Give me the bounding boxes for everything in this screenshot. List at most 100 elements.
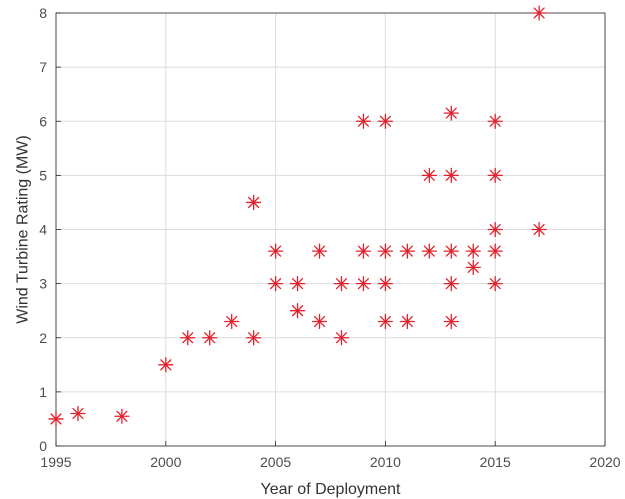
- marker-stroke: [116, 410, 128, 422]
- marker-stroke: [248, 196, 260, 209]
- y-tick-label: 4: [39, 222, 47, 238]
- marker-stroke: [270, 278, 282, 290]
- data-point-marker: [48, 411, 64, 427]
- x-tick-label: 2005: [260, 454, 291, 470]
- marker-stroke: [357, 115, 370, 127]
- y-tick-label: 5: [39, 167, 47, 183]
- marker-stroke: [72, 407, 84, 420]
- marker-stroke: [445, 169, 457, 181]
- data-point-marker: [377, 113, 394, 129]
- data-point-marker: [202, 330, 218, 346]
- marker-stroke: [335, 332, 348, 344]
- data-point-marker: [377, 275, 394, 292]
- marker-stroke: [357, 245, 370, 257]
- data-point-marker: [355, 113, 372, 129]
- data-point-marker: [487, 221, 503, 238]
- marker-stroke: [489, 245, 501, 257]
- marker-stroke: [445, 278, 457, 290]
- data-point-marker: [311, 243, 328, 259]
- data-point-marker: [487, 275, 503, 292]
- marker-stroke: [423, 169, 435, 181]
- data-point-marker: [333, 330, 350, 346]
- data-point-marker: [487, 113, 503, 129]
- marker-stroke: [445, 245, 457, 257]
- data-point-marker: [421, 243, 437, 259]
- data-point-marker: [443, 313, 459, 330]
- data-point-marker: [531, 5, 547, 21]
- marker-stroke: [379, 115, 391, 127]
- data-point-marker: [245, 194, 262, 211]
- data-point-marker: [224, 313, 240, 330]
- x-axis: 1995 2000 2005 2010 2015 2020: [40, 441, 621, 470]
- data-point-marker: [377, 243, 394, 259]
- marker-stroke: [379, 278, 391, 290]
- marker-stroke: [533, 223, 545, 236]
- marker-stroke: [445, 107, 457, 119]
- x-tick-label: 2000: [150, 454, 181, 470]
- data-point-marker: [355, 243, 372, 259]
- data-point-marker: [180, 330, 196, 346]
- grid-lines: [55, 12, 606, 447]
- data-point-marker: [465, 243, 481, 259]
- marker-stroke: [160, 359, 172, 371]
- y-tick-label: 0: [39, 438, 47, 454]
- marker-stroke: [313, 245, 326, 257]
- y-axis: 0 1 2 3 4 5 6 7 8: [39, 5, 61, 454]
- marker-stroke: [248, 332, 260, 344]
- data-point-marker: [443, 105, 459, 121]
- y-tick-label: 6: [39, 113, 47, 129]
- data-point-marker: [267, 243, 284, 259]
- marker-stroke: [182, 332, 194, 344]
- marker-stroke: [50, 413, 62, 425]
- marker-stroke: [291, 305, 304, 317]
- y-tick-label: 3: [39, 276, 47, 292]
- data-point-marker: [487, 243, 503, 259]
- y-tick-label: 7: [39, 59, 47, 75]
- data-point-marker: [158, 357, 174, 373]
- data-point-marker: [289, 275, 306, 292]
- marker-stroke: [313, 315, 326, 328]
- y-tick-label: 1: [39, 384, 47, 400]
- marker-stroke: [270, 245, 282, 257]
- marker-stroke: [489, 115, 501, 127]
- marker-stroke: [533, 7, 545, 19]
- data-point-marker: [443, 275, 459, 292]
- data-point-marker: [399, 243, 416, 259]
- marker-stroke: [357, 278, 370, 290]
- data-point-marker: [531, 221, 547, 238]
- marker-stroke: [489, 169, 501, 181]
- marker-stroke: [401, 245, 413, 257]
- data-point-marker: [311, 313, 328, 330]
- marker-stroke: [467, 245, 479, 257]
- marker-stroke: [335, 278, 348, 290]
- marker-stroke: [423, 245, 435, 257]
- marker-stroke: [401, 315, 413, 328]
- y-tick-label: 2: [39, 330, 47, 346]
- data-point-marker: [377, 313, 394, 330]
- x-tick-label: 2015: [480, 454, 511, 470]
- y-tick-label: 8: [39, 5, 47, 21]
- x-axis-label: Year of Deployment: [261, 481, 401, 498]
- data-point-marker: [355, 275, 372, 292]
- data-point-marker: [465, 259, 481, 276]
- data-point-marker: [487, 167, 503, 184]
- data-point-marker: [443, 243, 459, 259]
- x-tick-label: 1995: [40, 454, 71, 470]
- marker-stroke: [379, 315, 391, 328]
- data-points: [48, 5, 547, 427]
- marker-stroke: [291, 278, 304, 290]
- marker-stroke: [489, 223, 501, 236]
- y-axis-label: Wind Turbine Rating (MW): [15, 135, 32, 324]
- x-tick-label: 2010: [370, 454, 401, 470]
- data-point-marker: [267, 275, 284, 292]
- data-point-marker: [289, 303, 306, 319]
- data-point-marker: [443, 167, 459, 184]
- marker-stroke: [204, 332, 216, 344]
- data-point-marker: [399, 313, 416, 330]
- x-tick-label: 2020: [589, 454, 620, 470]
- data-point-marker: [421, 167, 437, 184]
- data-point-marker: [114, 408, 130, 424]
- marker-stroke: [226, 315, 238, 328]
- marker-stroke: [467, 261, 479, 273]
